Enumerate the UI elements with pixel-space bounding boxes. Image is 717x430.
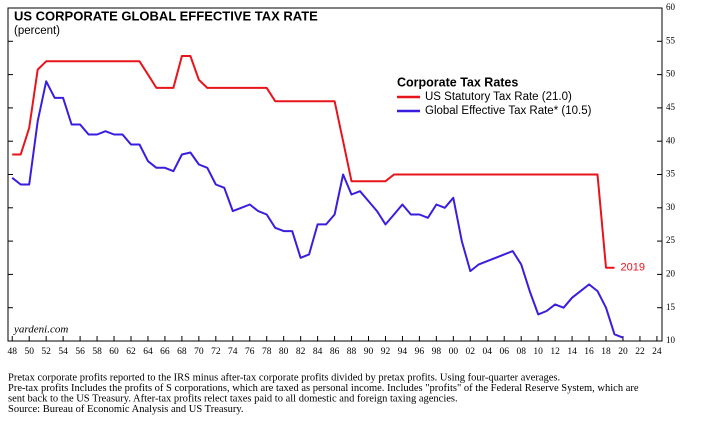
x-tick-label: 24 (652, 347, 662, 357)
y-tick-label: 30 (666, 202, 676, 212)
x-tick-label: 92 (381, 347, 391, 357)
x-tick-label: 72 (211, 347, 221, 357)
x-tick-label: 08 (516, 347, 526, 357)
y-tick-label: 60 (666, 2, 676, 12)
y-tick-label: 25 (666, 235, 676, 245)
x-tick-label: 04 (483, 347, 493, 357)
x-tick-label: 86 (330, 347, 340, 357)
x-tick-label: 84 (313, 347, 323, 357)
x-tick-label: 70 (194, 347, 204, 357)
x-tick-label: 22 (635, 347, 645, 357)
annotation: 2019 (620, 262, 644, 274)
series-line (11, 80, 624, 339)
x-tick-label: 66 (160, 347, 170, 357)
x-tick-label: 48 (7, 347, 17, 357)
x-tick-label: 74 (228, 347, 238, 357)
y-tick-label: 15 (666, 302, 676, 312)
x-tick-label: 58 (92, 347, 102, 357)
y-tick-label: 10 (666, 335, 676, 345)
x-tick-label: 90 (364, 347, 374, 357)
x-tick-label: 50 (24, 347, 34, 357)
y-tick-label: 55 (666, 35, 676, 45)
x-tick-label: 96 (415, 347, 425, 357)
x-tick-label: 60 (109, 347, 119, 357)
x-tick-label: 80 (279, 347, 289, 357)
series-line (12, 55, 615, 269)
x-tick-label: 82 (296, 347, 306, 357)
footnote: Pretax corporate profits reported to the… (8, 372, 560, 383)
y-tick-label: 20 (666, 268, 676, 278)
x-tick-label: 20 (618, 347, 628, 357)
x-tick-label: 88 (347, 347, 357, 357)
x-tick-label: 52 (41, 347, 51, 357)
y-tick-label: 35 (666, 169, 676, 179)
legend-label: US Statutory Tax Rate (21.0) (425, 91, 572, 103)
x-tick-label: 02 (466, 347, 476, 357)
legend-label: Global Effective Tax Rate* (10.5) (425, 105, 592, 117)
footnote: sent back to the US Treasury. After-tax … (8, 393, 458, 404)
x-tick-label: 54 (58, 347, 68, 357)
x-tick-label: 12 (550, 347, 560, 357)
x-tick-label: 10 (533, 347, 543, 357)
x-tick-label: 78 (262, 347, 272, 357)
x-tick-label: 98 (432, 347, 442, 357)
y-tick-label: 50 (666, 69, 676, 79)
x-tick-label: 64 (143, 347, 153, 357)
y-tick-label: 40 (666, 135, 676, 145)
x-tick-label: 68 (177, 347, 187, 357)
x-tick-label: 94 (398, 347, 408, 357)
x-tick-label: 56 (75, 347, 85, 357)
legend-title: Corporate Tax Rates (397, 75, 518, 89)
x-tick-label: 14 (567, 347, 577, 357)
x-tick-label: 18 (601, 347, 611, 357)
source-label: yardeni.com (13, 324, 68, 336)
x-tick-label: 76 (245, 347, 255, 357)
chart-title: US CORPORATE GLOBAL EFFECTIVE TAX RATE (14, 8, 318, 23)
footnote: Source: Bureau of Economic Analysis and … (8, 404, 244, 415)
x-tick-label: 62 (126, 347, 136, 357)
x-tick-label: 06 (499, 347, 509, 357)
y-tick-label: 45 (666, 102, 676, 112)
footnote: Pre-tax profits Includes the profits of … (8, 383, 639, 394)
x-tick-label: 00 (449, 347, 459, 357)
x-tick-label: 16 (584, 347, 594, 357)
chart-subtitle: (percent) (14, 25, 60, 37)
